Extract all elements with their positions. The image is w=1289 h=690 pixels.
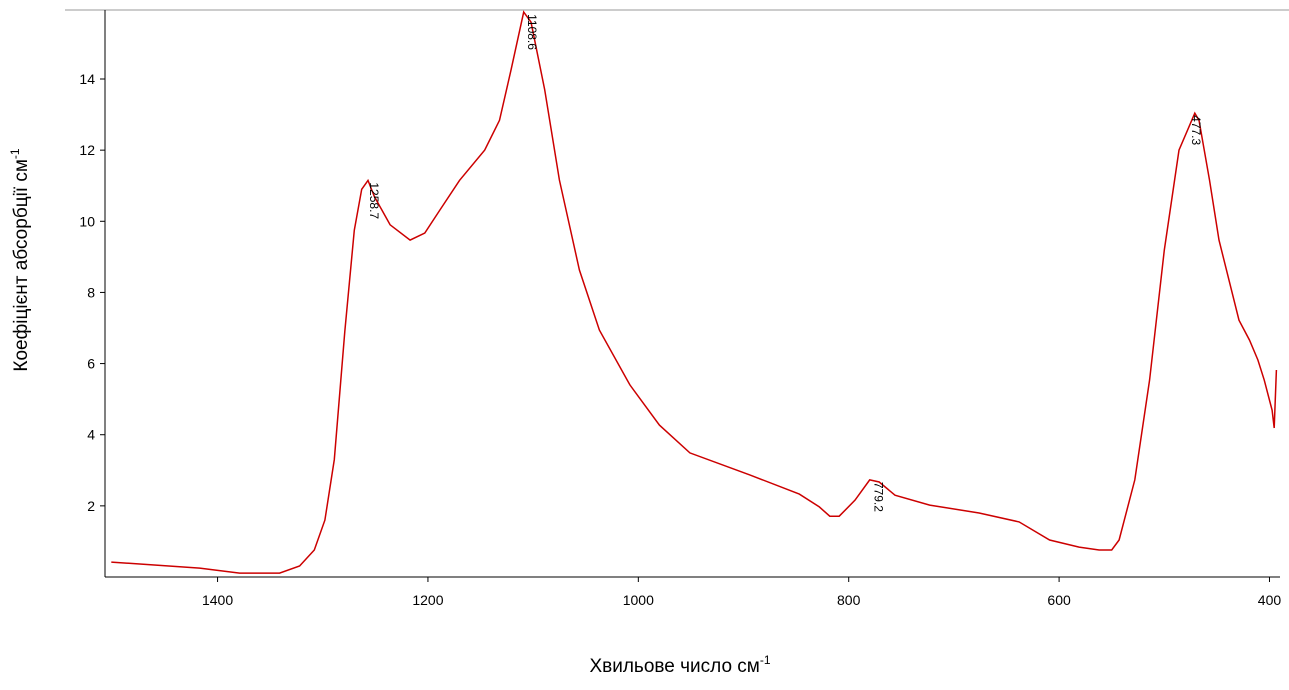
peak-label: 1108.6: [525, 14, 539, 50]
x-tick-label: 1200: [412, 592, 443, 608]
y-tick-label: 14: [79, 71, 95, 87]
x-tick-label: 600: [1047, 592, 1071, 608]
y-tick-label: 2: [87, 498, 95, 514]
x-tick-label: 400: [1258, 592, 1282, 608]
y-tick-label: 4: [87, 427, 95, 443]
y-axis-label-sup: -1: [8, 148, 22, 159]
x-axis-label: Хвильове число см-1: [589, 653, 770, 677]
y-tick-label: 8: [87, 284, 95, 300]
y-axis-label-text: Коефіцієнт абсорбції см: [11, 159, 32, 372]
x-axis-label-text: Хвильове число см: [589, 656, 759, 677]
peak-label: 477.3: [1189, 115, 1203, 145]
y-tick-label: 10: [79, 213, 95, 229]
x-tick-label: 800: [837, 592, 861, 608]
peak-label: 779.2: [872, 482, 886, 512]
x-tick-label: 1400: [202, 592, 233, 608]
x-tick-label: 1000: [623, 592, 654, 608]
peak-label: 1258.7: [367, 182, 381, 219]
spectrum-line: [111, 10, 1278, 574]
y-tick-label: 12: [79, 142, 95, 158]
x-axis-label-sup: -1: [760, 653, 771, 667]
y-axis-label: Коефіцієнт абсорбції см-1: [8, 148, 32, 372]
y-tick-label: 6: [87, 356, 95, 372]
